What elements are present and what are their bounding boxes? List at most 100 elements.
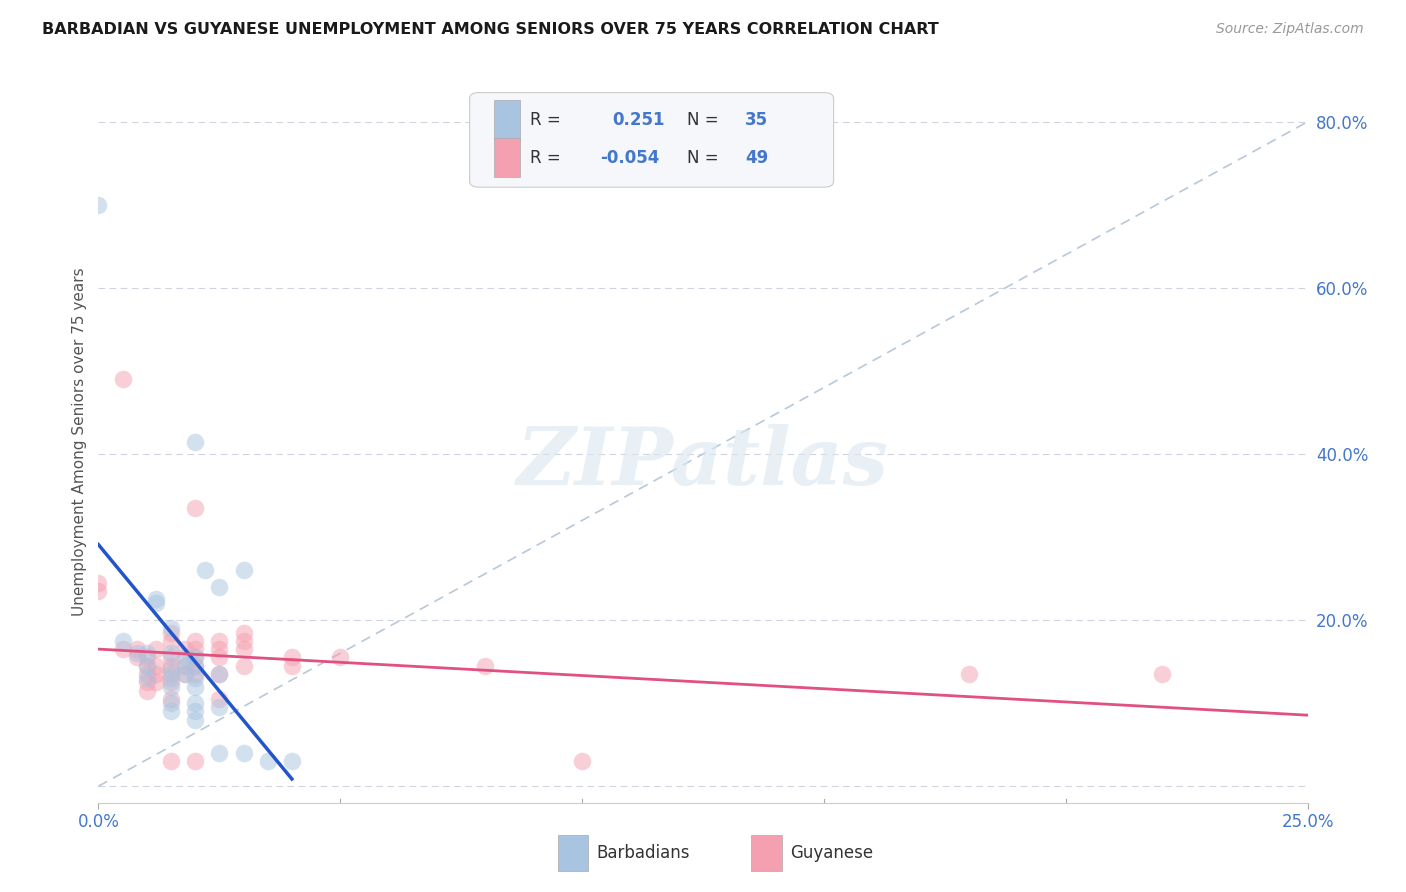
Point bbox=[174, 658, 197, 673]
Text: R =: R = bbox=[530, 111, 567, 129]
Point bbox=[232, 746, 254, 760]
Point bbox=[111, 372, 134, 386]
Point bbox=[135, 671, 157, 685]
Y-axis label: Unemployment Among Seniors over 75 years: Unemployment Among Seniors over 75 years bbox=[72, 268, 87, 615]
Point bbox=[329, 650, 352, 665]
Point bbox=[111, 642, 134, 657]
Point bbox=[232, 625, 254, 640]
Point bbox=[571, 754, 593, 768]
Bar bbox=[751, 835, 782, 871]
Point bbox=[184, 696, 207, 710]
Point bbox=[87, 575, 110, 590]
Point bbox=[232, 642, 254, 657]
Text: Source: ZipAtlas.com: Source: ZipAtlas.com bbox=[1216, 22, 1364, 37]
Point bbox=[111, 633, 134, 648]
Point bbox=[208, 692, 231, 706]
Point bbox=[135, 658, 157, 673]
Bar bbox=[494, 137, 520, 178]
Point bbox=[160, 667, 183, 681]
Point bbox=[160, 754, 183, 768]
Point bbox=[208, 667, 231, 681]
Point bbox=[160, 658, 183, 673]
Point bbox=[474, 658, 496, 673]
Point bbox=[184, 658, 207, 673]
Point bbox=[174, 667, 197, 681]
Point bbox=[208, 633, 231, 648]
Point bbox=[135, 650, 157, 665]
Text: Guyanese: Guyanese bbox=[790, 845, 873, 863]
Text: R =: R = bbox=[530, 149, 567, 167]
Point bbox=[127, 646, 149, 660]
Point bbox=[957, 667, 980, 681]
Point bbox=[160, 646, 183, 660]
Bar bbox=[494, 100, 520, 140]
Point bbox=[184, 434, 207, 449]
Point bbox=[184, 754, 207, 768]
Point bbox=[160, 621, 183, 635]
Point bbox=[87, 198, 110, 212]
Point bbox=[184, 667, 207, 681]
Point bbox=[160, 633, 183, 648]
Point bbox=[160, 625, 183, 640]
Text: BARBADIAN VS GUYANESE UNEMPLOYMENT AMONG SENIORS OVER 75 YEARS CORRELATION CHART: BARBADIAN VS GUYANESE UNEMPLOYMENT AMONG… bbox=[42, 22, 939, 37]
Point bbox=[232, 633, 254, 648]
Point bbox=[232, 563, 254, 577]
Point bbox=[135, 675, 157, 690]
Point bbox=[208, 746, 231, 760]
Point bbox=[127, 650, 149, 665]
Point bbox=[135, 658, 157, 673]
Point bbox=[184, 713, 207, 727]
Point bbox=[232, 658, 254, 673]
Text: Barbadians: Barbadians bbox=[596, 845, 690, 863]
Point bbox=[145, 642, 167, 657]
Point bbox=[256, 754, 278, 768]
Point bbox=[184, 658, 207, 673]
Point bbox=[174, 650, 197, 665]
Point bbox=[281, 658, 304, 673]
Point bbox=[208, 642, 231, 657]
Point bbox=[160, 663, 183, 677]
Point bbox=[184, 680, 207, 694]
Point bbox=[160, 680, 183, 694]
Text: -0.054: -0.054 bbox=[600, 149, 659, 167]
Point bbox=[208, 580, 231, 594]
Bar bbox=[558, 835, 588, 871]
Point bbox=[174, 642, 197, 657]
Point bbox=[127, 642, 149, 657]
Point bbox=[184, 633, 207, 648]
Point bbox=[160, 696, 183, 710]
Point bbox=[160, 650, 183, 665]
Point bbox=[184, 500, 207, 515]
Point bbox=[184, 642, 207, 657]
Point bbox=[184, 650, 207, 665]
Point bbox=[135, 646, 157, 660]
Point bbox=[145, 667, 167, 681]
Text: 49: 49 bbox=[745, 149, 769, 167]
Point bbox=[160, 671, 183, 685]
Text: N =: N = bbox=[688, 149, 724, 167]
Point bbox=[208, 667, 231, 681]
Point bbox=[87, 584, 110, 599]
Point bbox=[184, 671, 207, 685]
Point bbox=[145, 675, 167, 690]
Point bbox=[281, 650, 304, 665]
Point bbox=[160, 675, 183, 690]
FancyBboxPatch shape bbox=[470, 93, 834, 187]
Text: ZIPatlas: ZIPatlas bbox=[517, 425, 889, 502]
Text: 35: 35 bbox=[745, 111, 769, 129]
Point bbox=[160, 705, 183, 719]
Point bbox=[145, 658, 167, 673]
Point bbox=[135, 667, 157, 681]
Point bbox=[135, 683, 157, 698]
Point bbox=[174, 658, 197, 673]
Point bbox=[145, 597, 167, 611]
Point bbox=[194, 563, 217, 577]
Text: N =: N = bbox=[688, 111, 724, 129]
Point bbox=[184, 705, 207, 719]
Point bbox=[160, 692, 183, 706]
Text: 0.251: 0.251 bbox=[613, 111, 665, 129]
Point bbox=[281, 754, 304, 768]
Point bbox=[145, 592, 167, 607]
Point bbox=[208, 700, 231, 714]
Point bbox=[174, 667, 197, 681]
